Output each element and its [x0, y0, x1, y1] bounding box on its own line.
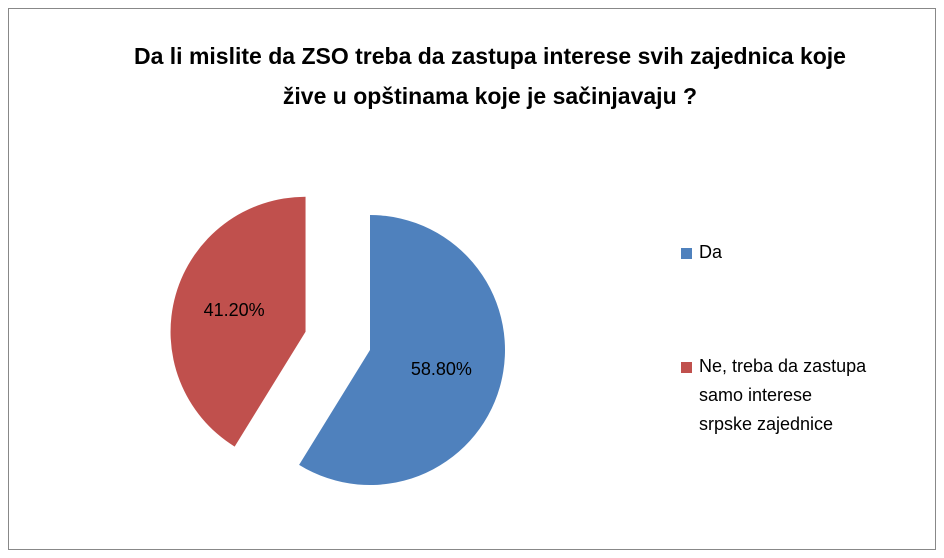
- data-label: 41.20%: [204, 300, 265, 320]
- legend-label: Da: [699, 242, 723, 262]
- chart-title: Da li mislite da ZSO treba da zastupa in…: [134, 43, 846, 109]
- legend-swatch: [681, 248, 692, 259]
- pie-slice: [170, 196, 306, 447]
- data-label: 58.80%: [411, 359, 472, 379]
- legend-label: Ne, treba da zastupa samo interese srpsk…: [699, 356, 867, 434]
- legend-swatch: [681, 362, 692, 373]
- pie-slice: [299, 215, 505, 485]
